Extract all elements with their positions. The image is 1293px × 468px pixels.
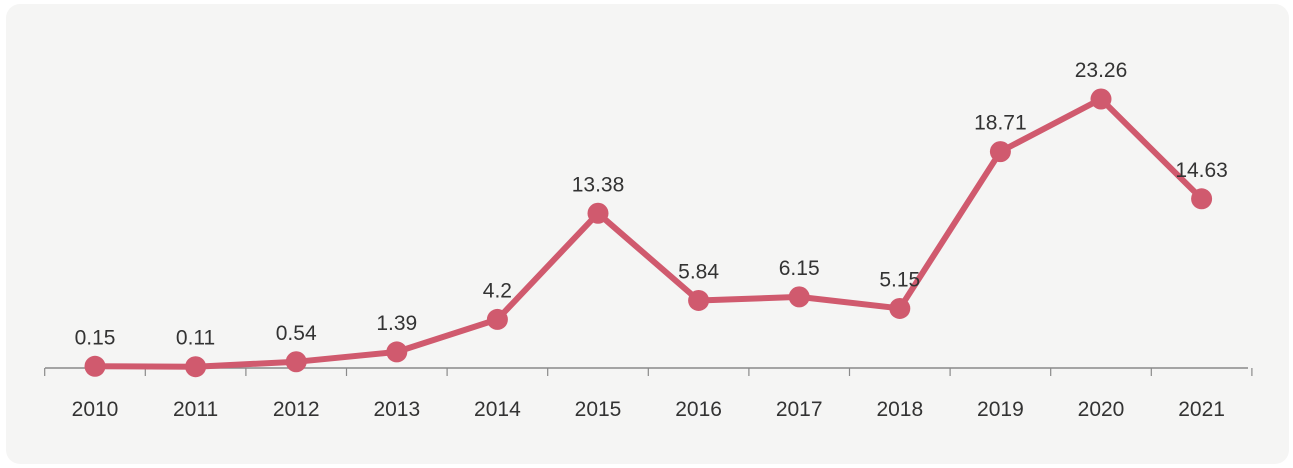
x-tick-label: 2014 — [474, 398, 521, 421]
data-point — [889, 297, 911, 319]
data-label: 18.71 — [974, 112, 1027, 135]
x-tick-label: 2018 — [876, 398, 923, 421]
data-label: 1.39 — [376, 312, 417, 335]
data-label: 13.38 — [572, 173, 625, 196]
data-point — [587, 202, 609, 224]
data-point — [1090, 88, 1112, 110]
chart-card — [6, 4, 1289, 464]
x-axis — [44, 367, 1253, 376]
x-tick-labels: 2010 2011 2012 2013 2014 2015 2016 2017 2018 2019… — [72, 398, 1225, 421]
x-tick-label: 2010 — [72, 398, 119, 421]
data-label: 0.11 — [176, 327, 215, 350]
data-label: 5.15 — [879, 268, 920, 291]
data-label: 0.15 — [75, 326, 116, 349]
data-points — [84, 88, 1213, 378]
data-label: 23.26 — [1075, 59, 1128, 82]
x-tick-label: 2021 — [1178, 398, 1225, 421]
x-tick-label: 2019 — [977, 398, 1024, 421]
x-tick-label: 2015 — [575, 398, 622, 421]
data-point — [486, 308, 508, 330]
data-point — [989, 141, 1011, 163]
data-label: 5.84 — [678, 260, 719, 283]
data-point — [1191, 188, 1213, 210]
x-tick-label: 2013 — [373, 398, 420, 421]
data-point — [386, 341, 408, 363]
series-line-group — [92, 96, 1205, 370]
data-point — [285, 351, 307, 373]
x-tick-label: 2017 — [776, 398, 823, 421]
x-tick-label: 2016 — [675, 398, 722, 421]
x-tick-label: 2012 — [273, 398, 320, 421]
data-label: 0.54 — [276, 322, 317, 345]
data-point — [84, 355, 106, 377]
data-label: 14.63 — [1175, 159, 1228, 182]
data-labels: 0.15 0.11 0.54 1.39 4.2 13.38 5.84 6.15 5.15 18.7… — [75, 59, 1228, 350]
data-label: 6.15 — [779, 257, 820, 280]
data-point — [788, 286, 810, 308]
x-tick-label: 2011 — [173, 398, 218, 421]
data-label: 4.2 — [483, 279, 512, 302]
series-line — [92, 96, 1205, 370]
x-tick-label: 2020 — [1078, 398, 1125, 421]
data-point — [688, 289, 710, 311]
data-point — [185, 356, 207, 378]
